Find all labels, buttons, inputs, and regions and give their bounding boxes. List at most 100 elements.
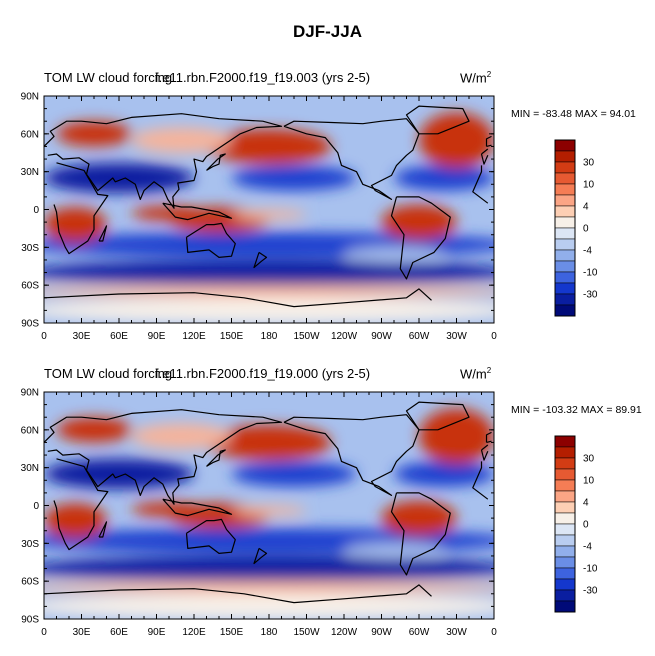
panel-center-title: f.e11.rbn.F2000.f19_f19.003 (yrs 2-5) (155, 70, 371, 85)
min-max-label: MIN = -83.48 MAX = 94.01 (511, 108, 636, 120)
lon-tick-label: 30W (446, 331, 467, 342)
field-region (344, 543, 444, 559)
colorbar-cell (554, 512, 576, 525)
colorbar-label: -4 (583, 246, 592, 257)
coastline (53, 162, 489, 255)
lon-tick-label: 120E (182, 331, 206, 342)
coastline (44, 288, 432, 308)
colorbar-label: -10 (583, 564, 598, 575)
lon-tick-label: 0 (41, 627, 47, 638)
colorbar-label: 10 (583, 476, 595, 487)
coastline (185, 518, 236, 554)
lat-tick-label: 30S (21, 539, 39, 550)
colorbar-cell (554, 172, 576, 185)
coastline (44, 409, 489, 505)
lon-tick-label: 0 (491, 331, 497, 342)
field-layer (44, 401, 494, 619)
colorbar-cell (554, 304, 576, 317)
coastline (206, 153, 226, 171)
field-region (131, 423, 232, 449)
colorbar-cell (554, 468, 576, 481)
min-max-label: MIN = -103.32 MAX = 89.91 (511, 404, 642, 416)
field-region (394, 165, 494, 191)
colorbar-cell (554, 216, 576, 229)
colorbar-cell (554, 194, 576, 207)
colorbar-label: -4 (583, 542, 592, 553)
panel-left-title: TOM LW cloud forcing (44, 70, 173, 85)
field-region (206, 424, 332, 461)
lat-tick-label: 90S (21, 615, 39, 626)
coastline (98, 521, 108, 538)
lon-tick-label: 30E (73, 627, 91, 638)
colorbar-cell (554, 578, 576, 591)
lat-tick-label: 90N (21, 92, 39, 103)
colorbar-label: -10 (583, 268, 598, 279)
colorbar-cell (554, 227, 576, 240)
colorbar-frame (554, 139, 576, 317)
field-region (419, 408, 494, 464)
lat-tick-label: 90S (21, 319, 39, 330)
coastline (44, 113, 489, 209)
colorbar-label: 0 (583, 224, 589, 235)
colorbar-cell (554, 523, 576, 536)
colorbar-cell (554, 139, 576, 152)
colorbar-cell (554, 435, 576, 448)
colorbar-cell (554, 490, 576, 503)
coastline (390, 492, 451, 576)
colorbar-cell (554, 556, 576, 569)
colorbar-cell (554, 150, 576, 163)
colorbar-cell (554, 249, 576, 262)
lon-tick-label: 60E (110, 331, 128, 342)
colorbar-cell (554, 446, 576, 459)
lon-tick-label: 120W (331, 331, 358, 342)
lat-tick-label: 60N (21, 425, 39, 436)
coastlines (44, 105, 492, 308)
field-region (419, 112, 494, 168)
lon-tick-label: 90E (148, 627, 166, 638)
lon-tick-label: 30W (446, 627, 467, 638)
colorbar-cell (554, 293, 576, 306)
lat-tick-label: 30N (21, 463, 39, 474)
lat-tick-label: 0 (33, 205, 39, 216)
coastline (485, 431, 492, 443)
field-region (44, 297, 494, 323)
colorbar-cell (554, 600, 576, 613)
colorbar-label: -30 (583, 586, 598, 597)
lon-tick-label: 60E (110, 627, 128, 638)
field-region (44, 555, 494, 582)
colorbar-cell (554, 457, 576, 470)
field-region (344, 247, 444, 263)
lon-tick-label: 180 (261, 331, 278, 342)
field-region (56, 417, 132, 443)
lat-tick-label: 30S (21, 243, 39, 254)
field-layer (44, 105, 494, 323)
colorbar: 30 10 4 0 -4 -10 -30 (554, 435, 598, 613)
coastline (485, 135, 492, 147)
field-region (231, 505, 307, 516)
colorbar-cell (554, 534, 576, 547)
coastline (283, 118, 420, 200)
lat-tick-label: 90N (21, 388, 39, 399)
colorbar-cell (554, 183, 576, 196)
coastline (390, 196, 451, 280)
lon-tick-label: 120W (331, 627, 358, 638)
coastline (53, 458, 489, 551)
field-region (44, 458, 194, 490)
lat-tick-label: 60N (21, 129, 39, 140)
colorbar-cell (554, 501, 576, 514)
lon-tick-label: 0 (41, 331, 47, 342)
colorbar-label: -30 (583, 290, 598, 301)
field-region (231, 209, 307, 220)
colorbar-cell (554, 282, 576, 295)
lon-tick-label: 60W (409, 627, 430, 638)
lon-tick-label: 90E (148, 331, 166, 342)
field-region (56, 121, 132, 147)
coastline (206, 449, 226, 467)
units-label: W/m2 (460, 70, 492, 86)
colorbar-cell (554, 271, 576, 284)
coastline (253, 251, 268, 269)
map-panel-1: TOM LW cloud forcing f.e11.rbn.F2000.f19… (0, 70, 655, 360)
field-region (131, 205, 207, 221)
